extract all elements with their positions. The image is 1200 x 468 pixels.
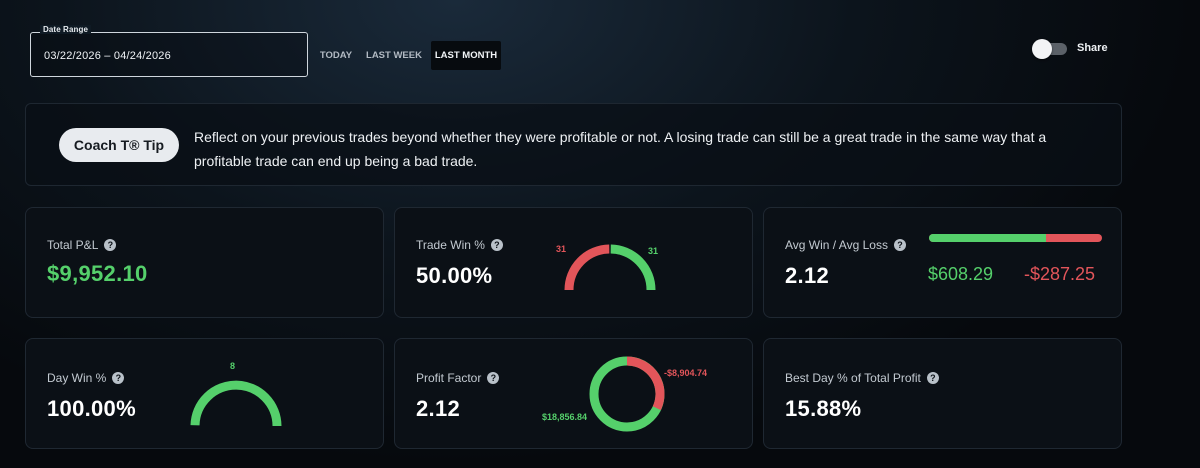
- best-day-value: 15.88%: [785, 396, 862, 421]
- trade-win-gauge: [564, 244, 656, 291]
- help-icon[interactable]: ?: [104, 239, 117, 251]
- profit-factor-card: Profit Factor ? 2.12 -$8,904.74 $18,856.…: [394, 338, 753, 449]
- avg-win-bar-fill: [929, 234, 1047, 242]
- share-toggle-knob[interactable]: [1032, 39, 1052, 59]
- help-icon[interactable]: ?: [490, 239, 503, 251]
- trade-win-label: Trade Win %: [416, 238, 485, 252]
- profit-factor-label: Profit Factor: [416, 371, 482, 385]
- share-label: Share: [1077, 42, 1108, 54]
- avg-win-loss-card: Avg Win / Avg Loss ? 2.12 $608.29 -$287.…: [763, 207, 1122, 318]
- day-win-card: Day Win % ? 100.00% 8: [25, 338, 384, 449]
- day-win-wins-count: 8: [230, 361, 236, 371]
- avg-win-amount: $608.29: [928, 264, 994, 284]
- coach-tip-text: Reflect on your previous trades beyond w…: [194, 129, 1047, 169]
- best-day-label: Best Day % of Total Profit: [785, 371, 921, 385]
- best-day-card: Best Day % of Total Profit ? 15.88%: [763, 338, 1122, 449]
- avg-loss-amount: -$287.25: [1024, 264, 1096, 284]
- date-range-label: Date Range: [40, 25, 92, 34]
- last-month-button[interactable]: LAST MONTH: [431, 41, 501, 70]
- trade-win-losses-count: 31: [556, 244, 567, 254]
- help-icon[interactable]: ?: [112, 372, 125, 384]
- avg-win-loss-value: 2.12: [785, 263, 830, 288]
- profit-factor-donut: [589, 356, 665, 432]
- avg-win-loss-bar: [929, 234, 1102, 242]
- trade-win-loss-arc: [564, 244, 610, 291]
- total-pnl-value: $9,952.10: [47, 261, 148, 286]
- profit-factor-gross-loss: -$8,904.74: [664, 368, 708, 378]
- profit-factor-gross-profit: $18,856.84: [542, 412, 588, 422]
- date-range-value: 03/22/2026 – 04/24/2026: [44, 50, 171, 62]
- help-icon[interactable]: ?: [926, 372, 939, 384]
- help-icon[interactable]: ?: [893, 239, 906, 251]
- day-win-label: Day Win %: [47, 371, 107, 385]
- day-win-gauge: [190, 380, 282, 427]
- coach-tip-panel: [25, 103, 1122, 186]
- trade-win-value: 50.00%: [416, 263, 493, 288]
- day-win-value: 100.00%: [47, 396, 136, 421]
- date-range-input[interactable]: 03/22/2026 – 04/24/2026: [30, 32, 308, 77]
- help-icon[interactable]: ?: [487, 372, 500, 384]
- total-pnl-label: Total P&L: [47, 238, 99, 252]
- day-win-win-arc: [190, 380, 282, 427]
- total-pnl-card: Total P&L ? $9,952.10: [25, 207, 384, 318]
- trade-win-card: Trade Win % ? 50.00% 31 31: [394, 207, 753, 318]
- profit-factor-loss-arc: [626, 356, 665, 411]
- today-button[interactable]: TODAY: [319, 50, 353, 61]
- profit-factor-value: 2.12: [416, 396, 461, 421]
- coach-tip-button[interactable]: Coach T® Tip: [59, 128, 179, 162]
- trade-win-wins-count: 31: [648, 246, 659, 256]
- trade-win-win-arc: [610, 244, 656, 291]
- avg-win-loss-label: Avg Win / Avg Loss: [785, 238, 888, 252]
- last-week-button[interactable]: LAST WEEK: [366, 50, 422, 61]
